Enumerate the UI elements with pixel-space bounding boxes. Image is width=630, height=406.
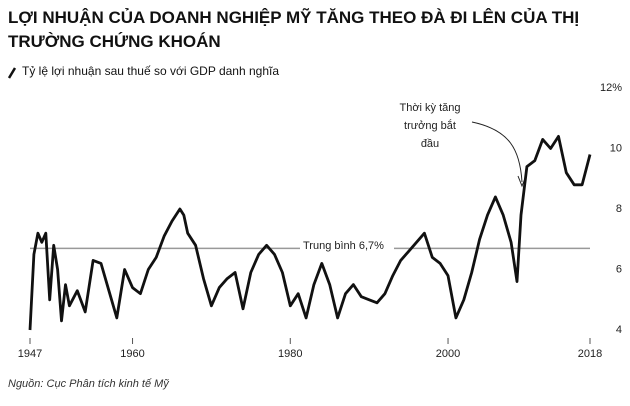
chart-subtitle: Tỷ lệ lợi nhuận sau thuế so với GDP danh… — [22, 64, 280, 78]
data-line — [28, 135, 592, 331]
x-tick-label: 2000 — [436, 348, 460, 360]
x-tick-label: 1980 — [278, 348, 302, 360]
annotation-arrow — [471, 121, 523, 183]
y-tick-label: 4 — [616, 324, 622, 336]
chart-title: LỢI NHUẬN CỦA DOANH NGHIỆP MỸ TĂNG THEO … — [8, 8, 580, 51]
average-label-bg — [300, 239, 394, 254]
average-label: Trung bình 6,7% — [303, 240, 384, 252]
annotation-line: trưởng bắt — [404, 119, 456, 132]
annotation-line: đầu — [421, 138, 439, 150]
annotation-line: Thời kỳ tăng — [399, 102, 460, 114]
x-tick-label: 1947 — [18, 348, 42, 360]
y-tick-label: 8 — [616, 203, 622, 215]
y-tick-label: 6 — [616, 263, 622, 275]
x-tick-label: 2018 — [578, 348, 602, 360]
y-tick-label: 10 — [610, 142, 622, 154]
chart-source: Nguồn: Cục Phân tích kinh tế Mỹ — [8, 378, 169, 390]
x-tick-label: 1960 — [120, 348, 144, 360]
subtitle-icon — [7, 67, 17, 79]
y-tick-label: 12% — [600, 82, 622, 94]
